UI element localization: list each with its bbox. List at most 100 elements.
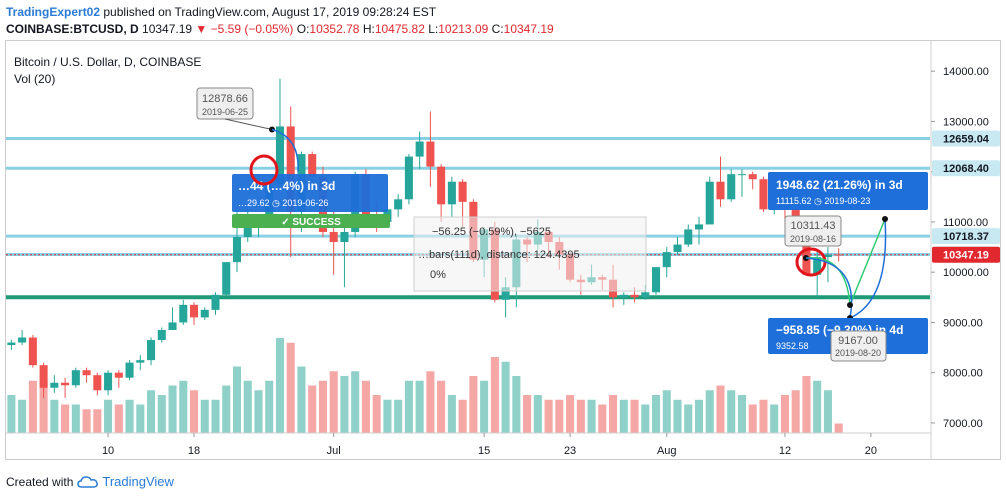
candle-body[interactable] <box>71 370 80 386</box>
author-link[interactable]: TradingExpert02 <box>6 5 101 19</box>
candle-body[interactable] <box>104 372 113 391</box>
created-with-text: Created with <box>6 474 74 489</box>
volume-bar <box>512 376 521 433</box>
candle-body[interactable] <box>404 156 413 200</box>
candle-body[interactable] <box>437 166 446 205</box>
change-value: −5.59 (−0.05%) <box>210 22 294 36</box>
candle-body[interactable] <box>813 257 822 275</box>
candle-body[interactable] <box>329 231 338 243</box>
candle-body[interactable] <box>415 141 424 157</box>
volume-bar <box>415 380 424 433</box>
candle-body[interactable] <box>28 337 37 366</box>
point-callout-date: 2019-08-16 <box>790 234 836 244</box>
footer: Created with TradingView <box>6 474 174 489</box>
candle-body[interactable] <box>501 287 510 300</box>
candle-body[interactable] <box>286 126 295 212</box>
candle-body[interactable] <box>759 179 768 210</box>
volume-bar <box>802 376 811 433</box>
candle-body[interactable] <box>39 365 48 388</box>
point-callout-box <box>784 215 842 247</box>
success-badge <box>232 214 390 228</box>
candle-body[interactable] <box>662 252 671 268</box>
x-tick-label: 12 <box>779 445 791 457</box>
y-tick-label: 7000.00 <box>943 418 983 430</box>
success-text: ✓ SUCCESS <box>281 217 341 228</box>
volume-bar <box>480 380 489 433</box>
projection-blue-up-path <box>849 218 887 319</box>
candle-body[interactable] <box>834 254 843 256</box>
candle-body[interactable] <box>641 292 650 298</box>
candle-body[interactable] <box>168 322 177 330</box>
candle-body[interactable] <box>93 375 102 391</box>
candle-body[interactable] <box>651 267 661 293</box>
close-value: 10347.19 <box>503 22 554 36</box>
candle-body[interactable] <box>275 126 285 185</box>
candle-body[interactable] <box>694 224 704 230</box>
volume-bar <box>823 390 832 433</box>
candle-body[interactable] <box>716 181 725 200</box>
publish-info: TradingExpert02 published on TradingView… <box>6 5 436 19</box>
volume-bar <box>619 399 628 433</box>
candle-body[interactable] <box>179 304 188 323</box>
volume-bar <box>780 395 789 433</box>
candle-body[interactable] <box>200 309 209 318</box>
volume-bar <box>705 390 714 433</box>
projection-up-path <box>849 218 886 306</box>
candle-body[interactable] <box>189 304 199 318</box>
candle-body[interactable] <box>426 141 435 167</box>
volume-bar <box>834 423 843 433</box>
volume-bar <box>490 357 499 433</box>
candle-body[interactable] <box>114 372 123 378</box>
y-tick-label: 9000.00 <box>943 317 983 329</box>
candle-body[interactable] <box>136 360 145 363</box>
candle-body[interactable] <box>157 329 166 341</box>
candle-body[interactable] <box>222 262 231 295</box>
candle-body[interactable] <box>630 294 639 298</box>
candle-body[interactable] <box>458 181 467 202</box>
last-price-label-bg <box>932 246 1000 263</box>
high-callout-price: 12878.66 <box>202 93 248 105</box>
volume-bar <box>748 404 757 433</box>
candle-body[interactable] <box>125 362 134 378</box>
high-value: 10475.82 <box>374 22 425 36</box>
candle-body[interactable] <box>727 174 736 200</box>
y-tick-label: 11000.00 <box>943 217 988 229</box>
volume-bar <box>286 342 295 433</box>
target-up-sub: 11115.62 ◷ 2019-08-23 <box>776 196 870 206</box>
candle-body[interactable] <box>823 254 832 258</box>
y-tick-label: 13000.00 <box>943 116 989 128</box>
last-price-label: 10347.19 <box>943 250 989 262</box>
x-tick-label: 20 <box>865 445 877 457</box>
candle-body[interactable] <box>705 181 714 225</box>
candle-body[interactable] <box>61 382 70 386</box>
candle-body[interactable] <box>243 226 252 237</box>
volume-bar <box>308 385 317 433</box>
candle-body[interactable] <box>684 229 693 245</box>
candle-body[interactable] <box>50 382 59 388</box>
candle-body[interactable] <box>147 340 156 361</box>
x-tick-label: 10 <box>102 445 114 457</box>
tradingview-logo[interactable]: TradingView <box>77 474 174 489</box>
point-callout-price: 10311.43 <box>790 220 835 232</box>
candle-body[interactable] <box>802 231 811 275</box>
volume-bar <box>147 390 156 433</box>
candle-body[interactable] <box>232 237 242 263</box>
candle-body[interactable] <box>619 294 628 298</box>
candle-body[interactable] <box>673 244 682 253</box>
candle-body[interactable] <box>308 154 317 177</box>
target-up-box[interactable] <box>768 172 928 210</box>
candle-body[interactable] <box>394 199 403 210</box>
candle-body[interactable] <box>211 294 220 310</box>
candle-body[interactable] <box>7 342 16 346</box>
candle-body[interactable] <box>447 181 456 205</box>
volume-bar <box>630 399 639 433</box>
candle-body[interactable] <box>340 231 349 243</box>
volume-bar <box>104 399 113 433</box>
candle-body[interactable] <box>748 174 757 180</box>
candle-body[interactable] <box>82 370 91 376</box>
candle-body[interactable] <box>737 174 747 176</box>
volume-bar <box>18 399 27 433</box>
candle-body[interactable] <box>18 337 27 343</box>
volume-bar <box>598 404 607 433</box>
